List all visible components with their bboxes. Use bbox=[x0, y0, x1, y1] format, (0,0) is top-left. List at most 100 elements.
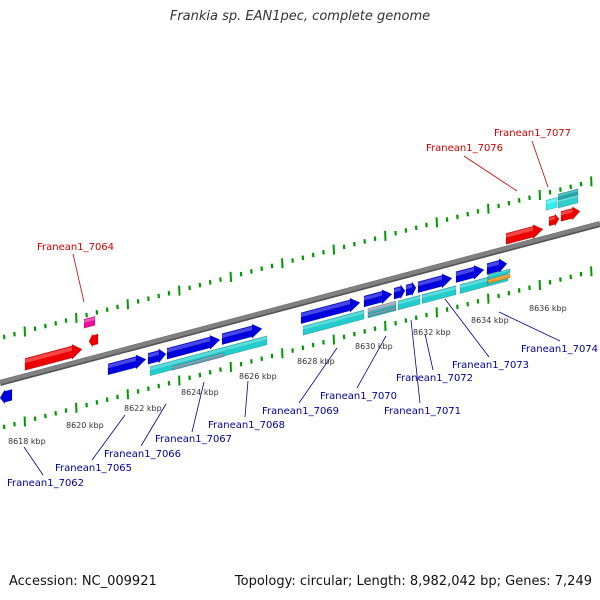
leader-line-bottom bbox=[244, 380, 249, 418]
forward-gene-2-highlight bbox=[108, 357, 136, 369]
orange-feature-1-highlight bbox=[488, 274, 510, 282]
forward-gene-12 bbox=[486, 258, 508, 275]
forward-gene-1 bbox=[0, 388, 13, 405]
tick-rows bbox=[2, 176, 593, 430]
tick-label: 8624 kbp bbox=[181, 388, 219, 397]
gene-features bbox=[0, 188, 581, 405]
cds-feature-top-1-highlight bbox=[546, 198, 557, 205]
leader-line-bottom bbox=[444, 298, 490, 358]
gene-label-bottom: Franean1_7073 bbox=[452, 360, 529, 371]
cds-feature-top-1 bbox=[545, 197, 558, 211]
reverse-gene-5-highlight bbox=[561, 209, 573, 216]
gene-label-bottom: Franean1_7072 bbox=[396, 373, 473, 384]
gene-label-bottom: Franean1_7065 bbox=[55, 463, 132, 474]
misc-feature-3-highlight bbox=[368, 307, 396, 316]
gene-label-top: Franean1_7064 bbox=[37, 242, 114, 253]
forward-gene-3-highlight bbox=[148, 351, 159, 358]
leader-line-bottom bbox=[140, 403, 167, 447]
reverse-gene-4 bbox=[548, 213, 560, 228]
cds-feature-top-3 bbox=[557, 188, 579, 201]
forward-gene-5 bbox=[221, 323, 263, 346]
leader-line-top bbox=[531, 140, 549, 188]
cds-feature-4-highlight bbox=[398, 296, 420, 305]
cds-feature-1-highlight bbox=[150, 336, 267, 371]
forward-gene-4 bbox=[166, 334, 221, 360]
tick-label: 8618 kbp bbox=[8, 437, 46, 446]
cds-feature-8 bbox=[487, 268, 511, 280]
leader-line-bottom bbox=[410, 319, 421, 404]
gene-label-bottom: Franean1_7074 bbox=[521, 344, 598, 355]
gene-label-bottom: Franean1_7067 bbox=[155, 434, 232, 445]
tick-label: 8636 kbp bbox=[529, 304, 567, 313]
gene-label-bottom: Franean1_7071 bbox=[384, 406, 461, 417]
orange-feature-1 bbox=[487, 273, 511, 285]
misc-feature-2 bbox=[367, 300, 397, 313]
misc-feature-2-highlight bbox=[368, 301, 396, 311]
forward-gene-5-highlight bbox=[222, 326, 252, 339]
genome-title: Frankia sp. EAN1pec, complete genome bbox=[169, 9, 431, 24]
forward-gene-11-highlight bbox=[456, 267, 474, 277]
tick-labels: 8618 kbp 8620 kbp 8622 kbp 8624 kbp 8626 kbp… bbox=[8, 304, 567, 446]
genome-summary: Topology: circular; Length: 8,982,042 bp… bbox=[234, 574, 592, 589]
forward-gene-6 bbox=[300, 297, 361, 325]
forward-gene-6-highlight bbox=[301, 300, 350, 318]
leader-line-bottom bbox=[498, 311, 561, 342]
forward-gene-8 bbox=[393, 283, 406, 300]
reverse-gene-3-highlight bbox=[506, 227, 533, 238]
reverse-gene-4-highlight bbox=[549, 216, 555, 221]
reverse-gene-2 bbox=[88, 333, 99, 348]
tick-label: 8632 kbp bbox=[413, 328, 451, 337]
pseudo-gene-1 bbox=[83, 315, 96, 329]
forward-gene-3 bbox=[147, 348, 167, 365]
gene-label-bottom: Franean1_7062 bbox=[7, 478, 84, 489]
leader-line-bottom bbox=[356, 335, 387, 389]
forward-gene-10-highlight bbox=[418, 276, 442, 287]
tick-label: 8630 kbp bbox=[355, 342, 393, 351]
forward-gene-7-highlight bbox=[364, 292, 382, 301]
forward-gene-10 bbox=[417, 273, 453, 294]
cds-feature-2-highlight bbox=[303, 310, 364, 330]
forward-gene-2 bbox=[107, 354, 147, 376]
leader-line-bottom bbox=[298, 347, 338, 404]
cds-feature-4 bbox=[397, 294, 421, 311]
reverse-gene-3 bbox=[505, 224, 544, 245]
cds-feature-2 bbox=[302, 309, 365, 336]
cds-feature-5 bbox=[421, 285, 457, 305]
gene-label-bottom: Franean1_7069 bbox=[262, 406, 339, 417]
forward-gene-9-highlight bbox=[406, 284, 412, 290]
cds-feature-5-highlight bbox=[422, 286, 456, 299]
forward-gene-8-highlight bbox=[394, 287, 401, 293]
gene-label-bottom: Franean1_7066 bbox=[104, 449, 181, 460]
misc-feature-3 bbox=[367, 306, 397, 318]
cds-feature-top-3-highlight bbox=[558, 189, 578, 197]
misc-feature-1-highlight bbox=[172, 353, 224, 369]
forward-gene-4-highlight bbox=[167, 337, 210, 353]
leader-line-bottom bbox=[191, 381, 205, 433]
tick-label: 8626 kbp bbox=[239, 372, 277, 381]
pseudo-gene-1-highlight bbox=[84, 317, 95, 323]
cds-feature-6-highlight bbox=[460, 277, 488, 289]
cds-feature-8-highlight bbox=[488, 269, 510, 277]
tick-label: 8634 kbp bbox=[471, 316, 509, 325]
label-leaders bbox=[23, 140, 561, 476]
forward-gene-7 bbox=[363, 289, 393, 308]
reverse-gene-5 bbox=[560, 206, 581, 222]
gene-label-bottom: Franean1_7070 bbox=[320, 391, 397, 402]
accession-text: Accession: NC_009921 bbox=[9, 574, 157, 589]
genome-axis bbox=[0, 221, 600, 386]
forward-gene-9 bbox=[405, 280, 417, 297]
leader-line-bottom bbox=[424, 333, 434, 371]
leader-line-bottom bbox=[23, 446, 44, 476]
tick-label: 8620 kbp bbox=[66, 421, 104, 430]
reverse-gene-1-highlight bbox=[25, 346, 72, 364]
tick-label: 8628 kbp bbox=[297, 357, 335, 366]
gene-labels: Franean1_7064 Franean1_7076 Franean1_7077 F… bbox=[7, 128, 598, 489]
reverse-gene-1 bbox=[24, 343, 83, 371]
forward-gene-11 bbox=[455, 264, 485, 284]
tick-label: 8622 kbp bbox=[124, 404, 162, 413]
leader-line-bottom bbox=[91, 414, 126, 461]
leader-line-top bbox=[72, 253, 85, 303]
gene-label-top: Franean1_7076 bbox=[426, 143, 503, 154]
forward-gene-12-highlight bbox=[487, 261, 499, 268]
